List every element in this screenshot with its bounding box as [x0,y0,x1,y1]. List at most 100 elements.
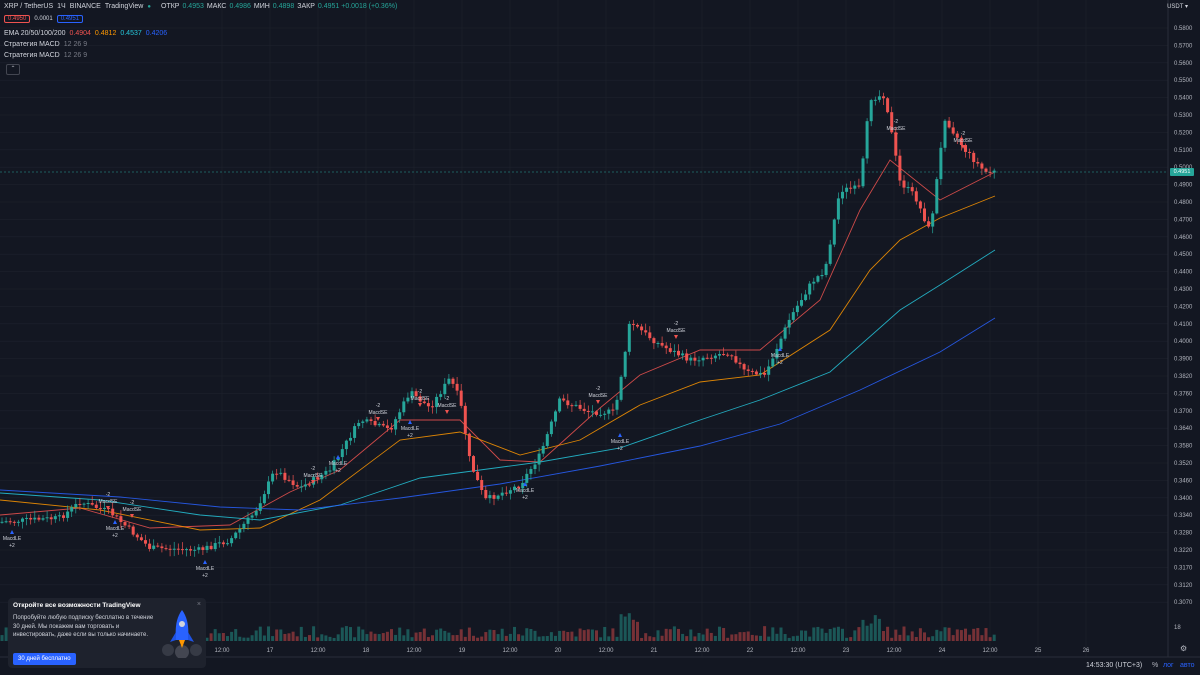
volume-bar [804,630,808,641]
promo-text: Попробуйте любую подписку бесплатно в те… [13,615,154,638]
volume-bar [718,626,721,641]
symbol-legend[interactable]: XRP / TetherUS 1Ч BINANCE TradingView ● … [4,3,397,10]
long-signal-qty: +2 [617,446,623,452]
volume-bar [955,629,959,641]
candle-body [426,403,430,407]
volume-bar [513,626,516,641]
volume-bar [213,629,217,641]
price-tick: 0.3400 [1174,496,1193,502]
symbol-name[interactable]: XRP / TetherUS [4,3,54,10]
auto-toggle[interactable]: авто [1180,662,1195,669]
candle-body [53,516,57,520]
candle-body [656,342,660,344]
volume-bar [992,634,996,641]
volume-bar [410,637,414,641]
price-tick: 0.3520 [1174,461,1193,467]
sell-button[interactable]: 0.4950 [4,15,31,23]
candle-body [906,187,910,189]
clock[interactable]: 14:53:30 (UTC+3) [1086,662,1143,669]
candle-body [603,413,607,415]
last-price-label: 0.4951 [1170,168,1194,176]
long-signal-arrow [336,455,340,459]
candle-body [455,383,459,391]
volume-bar [902,626,906,641]
price-tick: 0.4800 [1174,200,1193,206]
log-toggle[interactable]: лог [1163,662,1174,669]
candle-body [180,549,184,551]
candle-body [418,396,422,402]
long-signal-arrow [408,420,412,424]
candle-body [795,305,799,313]
macd-legend-params: 12 26 9 [63,41,88,48]
volume-bar [566,631,570,641]
volume-bar [574,636,578,641]
volume-bar [886,626,890,641]
percent-toggle[interactable]: % [1152,662,1159,669]
candle-body [886,98,890,113]
candle-body [599,414,603,416]
price-tick: 0.5400 [1174,96,1193,102]
candle-body [496,495,500,499]
volume-bar [402,635,406,641]
time-tick: 22 [747,648,754,654]
ema-legend[interactable]: EMA 20/50/100/200 0.4904 0.4812 0.4537 0… [4,30,167,37]
volume-bar [365,634,369,641]
time-tick: 12:00 [598,648,614,654]
trial-button[interactable]: 30 дней бесплатно [13,653,76,665]
volume-bar [283,633,287,641]
long-signal-arrow [778,347,782,351]
collapse-legend-button[interactable]: ⌃ [6,64,20,75]
volume-bar [730,634,734,641]
candle-body [722,354,726,356]
price-tick: 0.4300 [1174,287,1193,293]
short-signal-arrow [106,506,110,510]
candle-body [98,507,102,509]
candle-body [841,191,844,199]
volume-bar [652,637,656,641]
candle-body [234,532,238,539]
candle-body [832,219,836,245]
candle-body [533,464,537,470]
long-signal-label: MacdLE [106,526,125,532]
candle-body [869,100,873,122]
close-icon[interactable]: × [196,601,201,608]
macd-legend-1[interactable]: Стратегия MACD 12 26 9 [4,41,87,48]
candle-body [779,338,783,349]
candle-body [845,187,849,192]
promo-title: Откройте все возможности TradingView [13,602,141,609]
interval-label[interactable]: 1Ч [57,3,66,10]
volume-bar [619,614,623,641]
volume-bar [882,631,885,641]
volume-axis-label: 18 [1174,625,1181,631]
currency-selector[interactable]: USDT ▾ [1167,4,1188,10]
price-tick: 0.5300 [1174,113,1193,119]
volume-bar [357,626,361,641]
volume-bar [861,619,865,641]
short-signal-qty: -2 [311,466,316,472]
candle-body [738,362,742,365]
candle-body [791,312,795,320]
volume-bar [4,627,8,641]
volume-bar [426,636,430,641]
candle-body [82,503,86,505]
candle-body [545,434,549,447]
volume-bar [504,635,508,641]
volume-bar [590,629,594,641]
short-signal-arrow [596,400,600,404]
candle-body [664,345,668,349]
candle-body [718,354,721,356]
candle-body [459,390,463,406]
volume-bar [385,631,389,641]
macd-legend-2[interactable]: Стратегия MACD 12 26 9 [4,52,87,59]
short-signal-qty: -2 [674,321,679,327]
ohlc-high: 0.4986 [229,3,251,10]
candle-body [964,145,967,152]
volume-bar [615,636,619,641]
volume-bar [648,636,652,641]
gear-icon[interactable]: ⚙ [1180,644,1188,653]
volume-bar [836,626,840,641]
candle-body [685,353,689,361]
buy-button[interactable]: 0.4951 [56,15,84,23]
long-signal-qty: +2 [202,573,208,579]
